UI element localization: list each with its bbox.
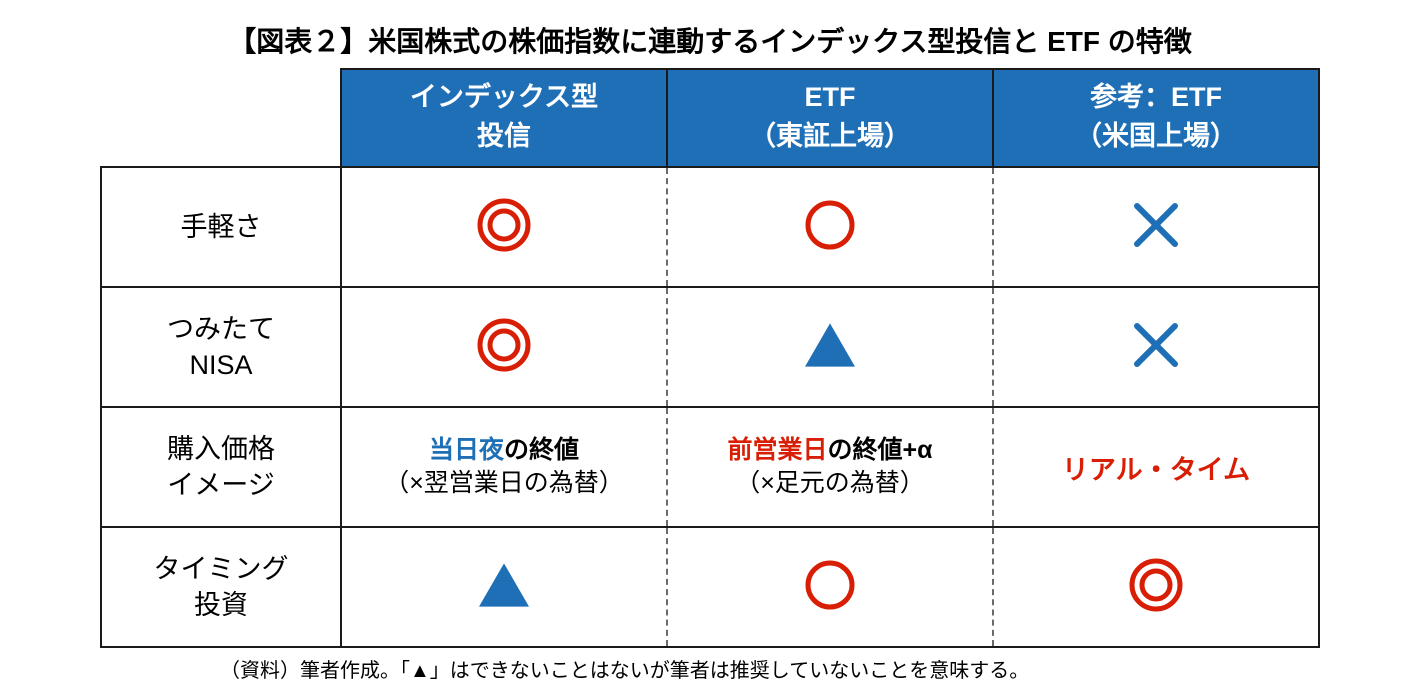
row-label: タイミング投資 — [101, 527, 341, 647]
col-header-0: インデックス型 投信 — [341, 69, 667, 167]
price-cell: 当日夜の終値 （×翌営業日の為替） — [348, 434, 660, 502]
double-circle-icon — [475, 316, 533, 374]
header-blank — [101, 69, 341, 167]
table-title: 【図表２】米国株式の株価指数に連動するインデックス型投信と ETF の特徴 — [100, 20, 1320, 60]
comparison-table: インデックス型 投信 ETF （東証上場） 参考：ETF （米国上場） 手軽さ … — [100, 68, 1320, 648]
row-label: 手軽さ — [101, 167, 341, 287]
double-circle-icon — [475, 196, 533, 254]
table-cell — [341, 167, 667, 287]
cross-icon — [1131, 320, 1181, 370]
triangle-icon — [477, 558, 531, 612]
col-header-1: ETF （東証上場） — [667, 69, 993, 167]
table-row: つみたてNISA — [101, 287, 1319, 407]
price-sub: （×翌営業日の為替） — [348, 467, 660, 501]
double-circle-icon — [1127, 556, 1185, 614]
col-header-0-line2: 投信 — [346, 117, 662, 156]
circle-icon — [803, 198, 857, 252]
row-label: つみたてNISA — [101, 287, 341, 407]
table-cell — [341, 527, 667, 647]
price-highlight: 前営業日 — [728, 436, 828, 464]
table-cell: 当日夜の終値 （×翌営業日の為替） — [341, 407, 667, 527]
triangle-icon — [803, 318, 857, 372]
table-cell — [993, 287, 1319, 407]
price-rest: の終値 — [504, 436, 579, 464]
col-header-0-line1: インデックス型 — [410, 82, 598, 112]
table-cell — [993, 167, 1319, 287]
cross-icon — [1131, 200, 1181, 250]
table-cell — [667, 527, 993, 647]
header-row: インデックス型 投信 ETF （東証上場） 参考：ETF （米国上場） — [101, 69, 1319, 167]
table-cell: リアル・タイム — [993, 407, 1319, 527]
col-header-1-line2: （東証上場） — [672, 117, 988, 156]
table-cell — [667, 167, 993, 287]
realtime-text: リアル・タイム — [1062, 455, 1250, 485]
table-cell — [341, 287, 667, 407]
table-cell — [993, 527, 1319, 647]
price-rest: の終値+α — [828, 436, 933, 464]
table-cell: 前営業日の終値+α （×足元の為替） — [667, 407, 993, 527]
table-cell — [667, 287, 993, 407]
col-header-2-line1: 参考：ETF — [1090, 82, 1222, 112]
table-row: タイミング投資 — [101, 527, 1319, 647]
table-row: 購入価格イメージ 当日夜の終値 （×翌営業日の為替） 前営業日の終値+α （×足… — [101, 407, 1319, 527]
table-caption: （資料）筆者作成。「▲」はできないことはないが筆者は推奨していないことを意味する… — [100, 654, 1320, 683]
col-header-2: 参考：ETF （米国上場） — [993, 69, 1319, 167]
price-highlight: 当日夜 — [429, 436, 504, 464]
row-label: 購入価格イメージ — [101, 407, 341, 527]
col-header-2-line2: （米国上場） — [998, 117, 1314, 156]
col-header-1-line1: ETF — [805, 82, 856, 112]
price-cell: 前営業日の終値+α （×足元の為替） — [674, 434, 986, 502]
price-sub: （×足元の為替） — [674, 467, 986, 501]
table-row: 手軽さ — [101, 167, 1319, 287]
circle-icon — [803, 558, 857, 612]
